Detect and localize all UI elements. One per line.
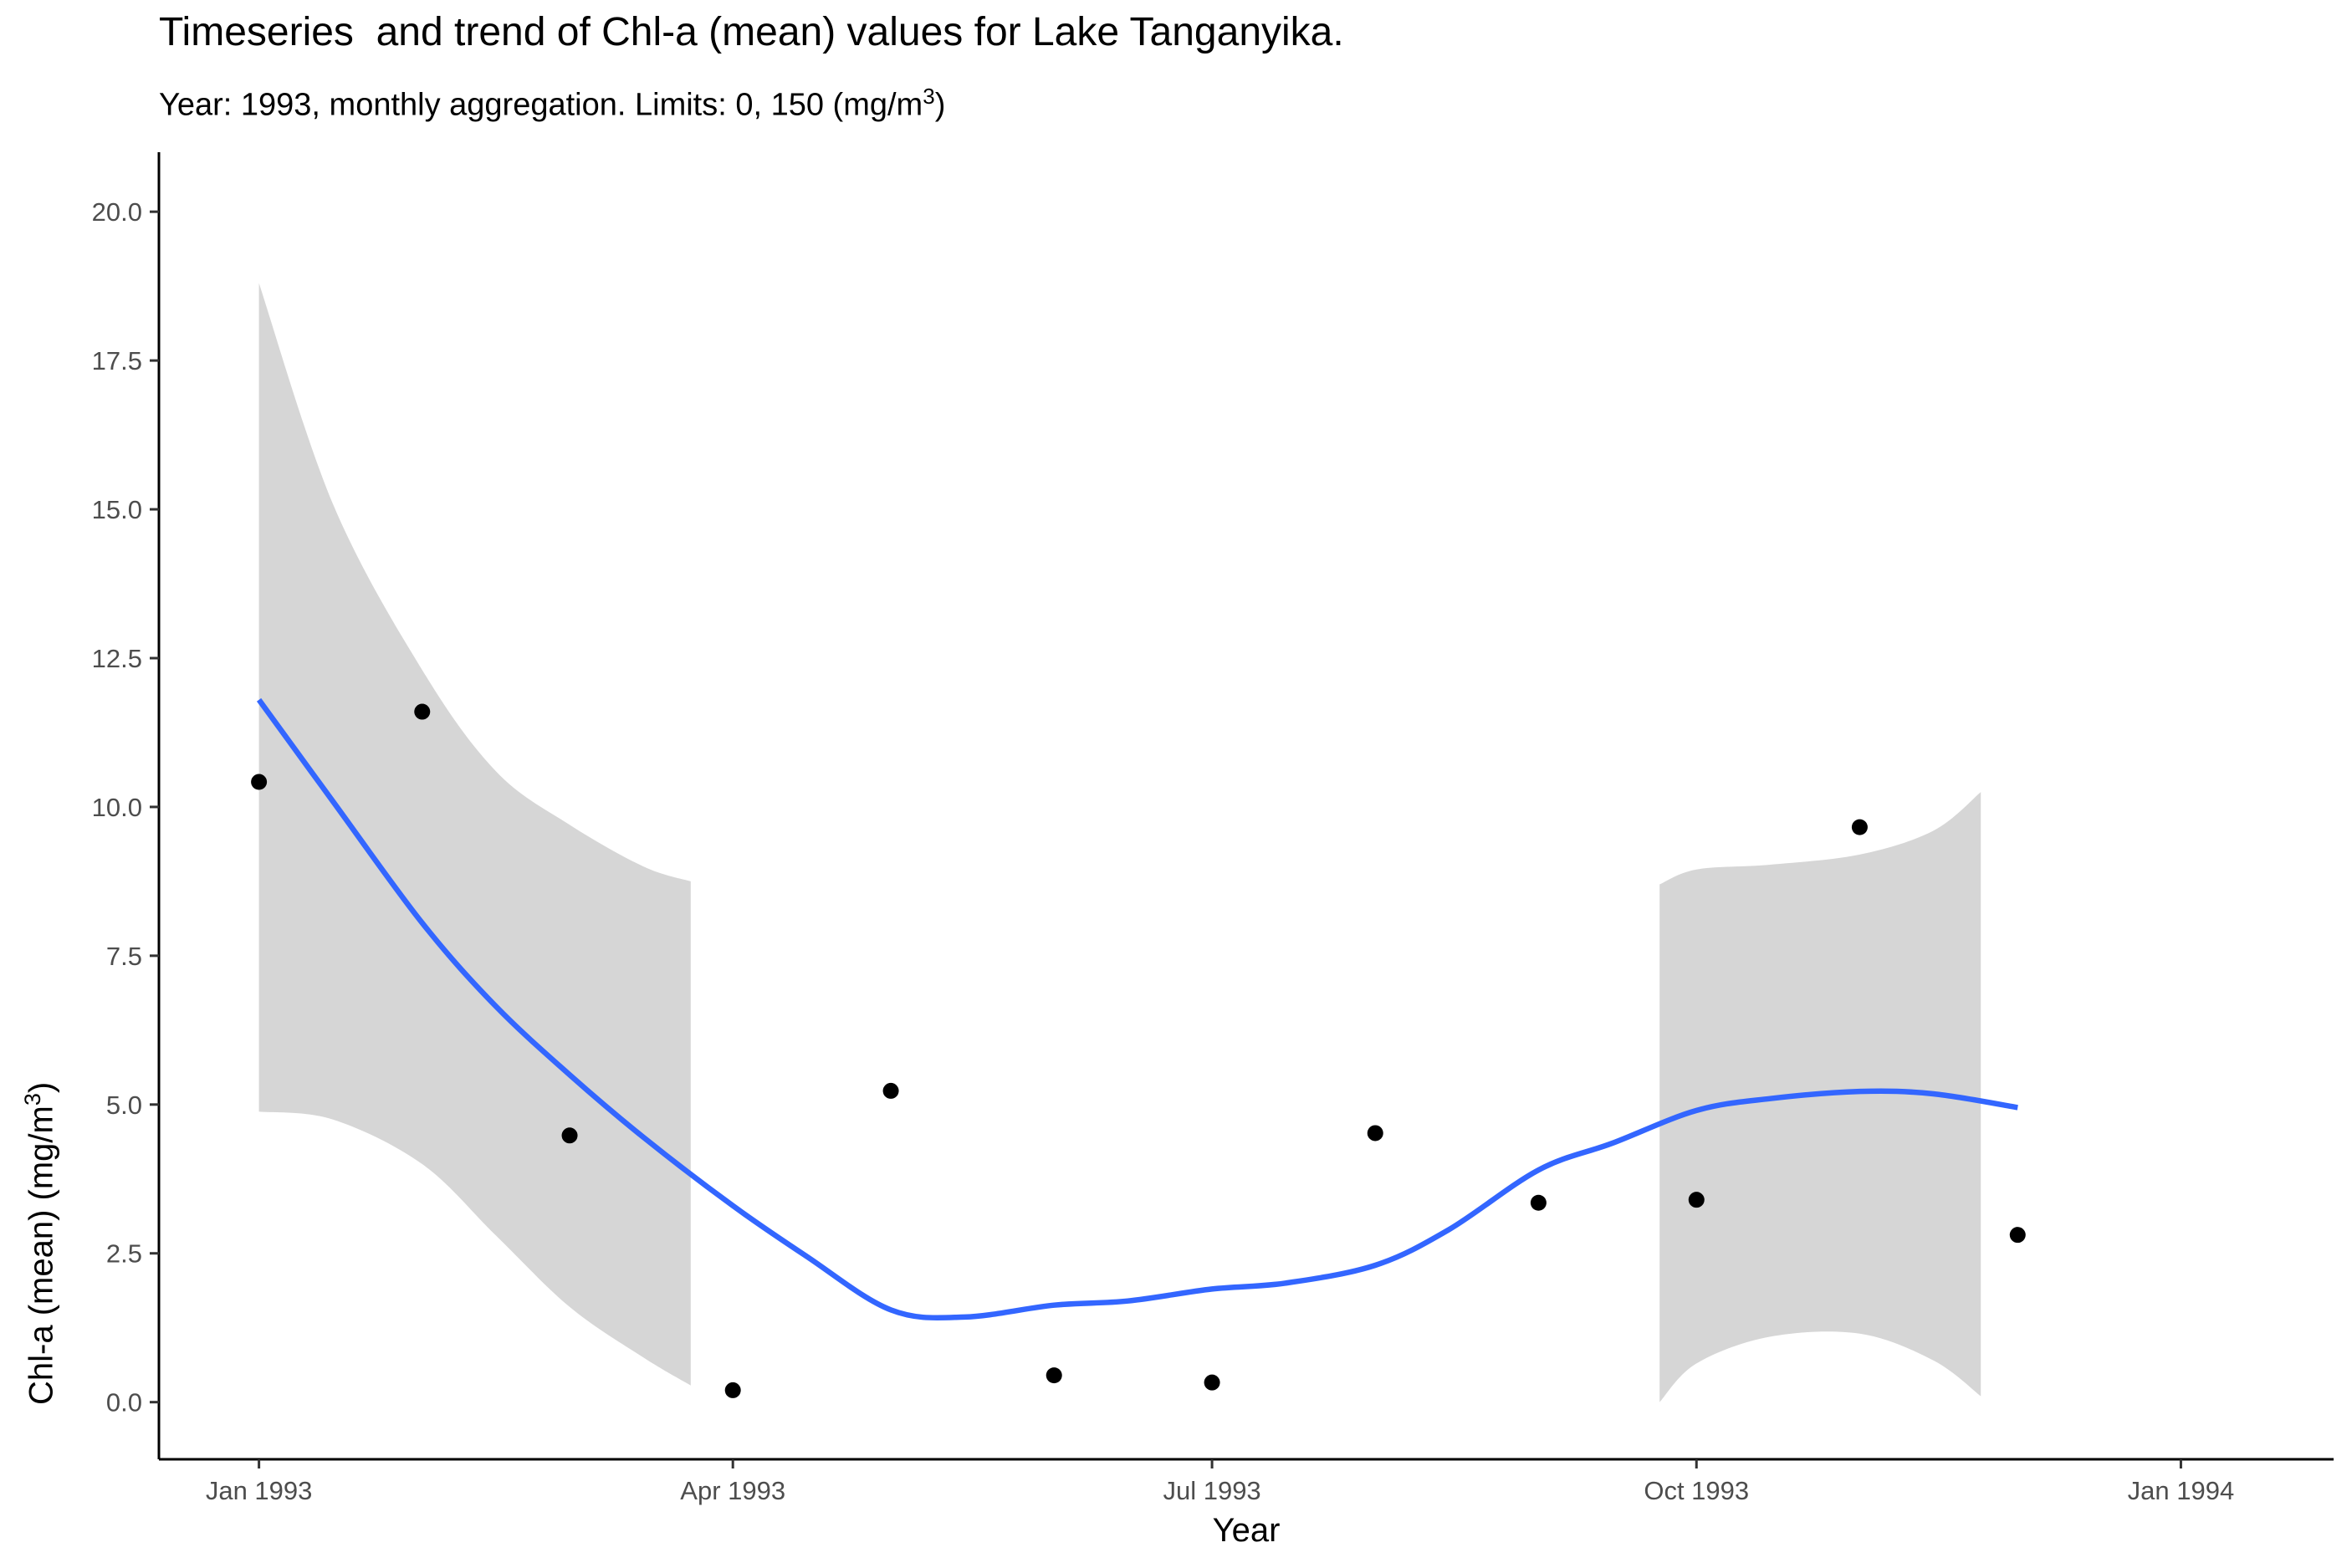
y-tick-label: 5.0 <box>106 1090 142 1120</box>
y-tick-label: 10.0 <box>92 793 142 822</box>
trend-line <box>256 697 2018 1321</box>
y-tick-label: 12.5 <box>92 644 142 673</box>
x-axis-ticks: Jan 1993 Apr 1993 Jul 1993 Oct 1993 Jan 1994 <box>206 1459 2234 1505</box>
data-points <box>251 703 2026 1398</box>
y-axis-label: Chl-a (mean) (mg/m3) <box>20 1082 60 1405</box>
y-tick-label: 7.5 <box>106 942 142 971</box>
chart-title: Timeseries and trend of Chl-a (mean) val… <box>159 10 1344 54</box>
data-point <box>251 774 268 790</box>
trend-line-group <box>256 697 2018 1321</box>
data-point <box>561 1127 578 1144</box>
data-point <box>882 1082 899 1099</box>
y-axis-ticks: 0.0 2.5 5.0 7.5 10.0 12.5 15.0 17.5 20.0 <box>92 197 159 1417</box>
x-tick-label: Oct 1993 <box>1644 1476 1749 1505</box>
x-axis-label: Year <box>1212 1512 1281 1549</box>
y-tick-label: 20.0 <box>92 197 142 227</box>
y-tick-label: 2.5 <box>106 1239 142 1269</box>
data-point <box>1204 1374 1220 1391</box>
x-tick-label: Jan 1994 <box>2128 1476 2235 1505</box>
confidence-ribbon-1 <box>258 283 691 1386</box>
y-tick-label: 15.0 <box>92 495 142 524</box>
data-point <box>1530 1194 1547 1211</box>
x-tick-label: Jan 1993 <box>206 1476 313 1505</box>
y-axis-label-close: ) <box>23 1081 60 1094</box>
y-tick-label: 17.5 <box>92 346 142 375</box>
x-tick-label: Jul 1993 <box>1163 1476 1260 1505</box>
confidence-ribbons <box>258 283 1981 1402</box>
y-tick-label: 0.0 <box>106 1388 142 1417</box>
data-point <box>1367 1125 1383 1142</box>
data-point <box>724 1382 741 1398</box>
y-axis-label-superscript: 3 <box>20 1093 45 1106</box>
data-point <box>1851 819 1868 835</box>
data-point <box>1688 1192 1705 1208</box>
data-point <box>1046 1367 1062 1384</box>
data-point <box>414 703 431 720</box>
data-point <box>2009 1227 2026 1244</box>
chart-subtitle: Year: 1993, monthly aggregation. Limits:… <box>159 84 945 125</box>
subtitle-superscript: 3 <box>923 84 935 109</box>
confidence-ribbon-2 <box>1659 792 1981 1402</box>
subtitle-text: Year: 1993, monthly aggregation. Limits:… <box>159 87 923 123</box>
y-axis-label-text: Chl-a (mean) (mg/m <box>23 1106 60 1405</box>
x-tick-label: Apr 1993 <box>680 1476 785 1505</box>
subtitle-close: ) <box>934 87 946 123</box>
